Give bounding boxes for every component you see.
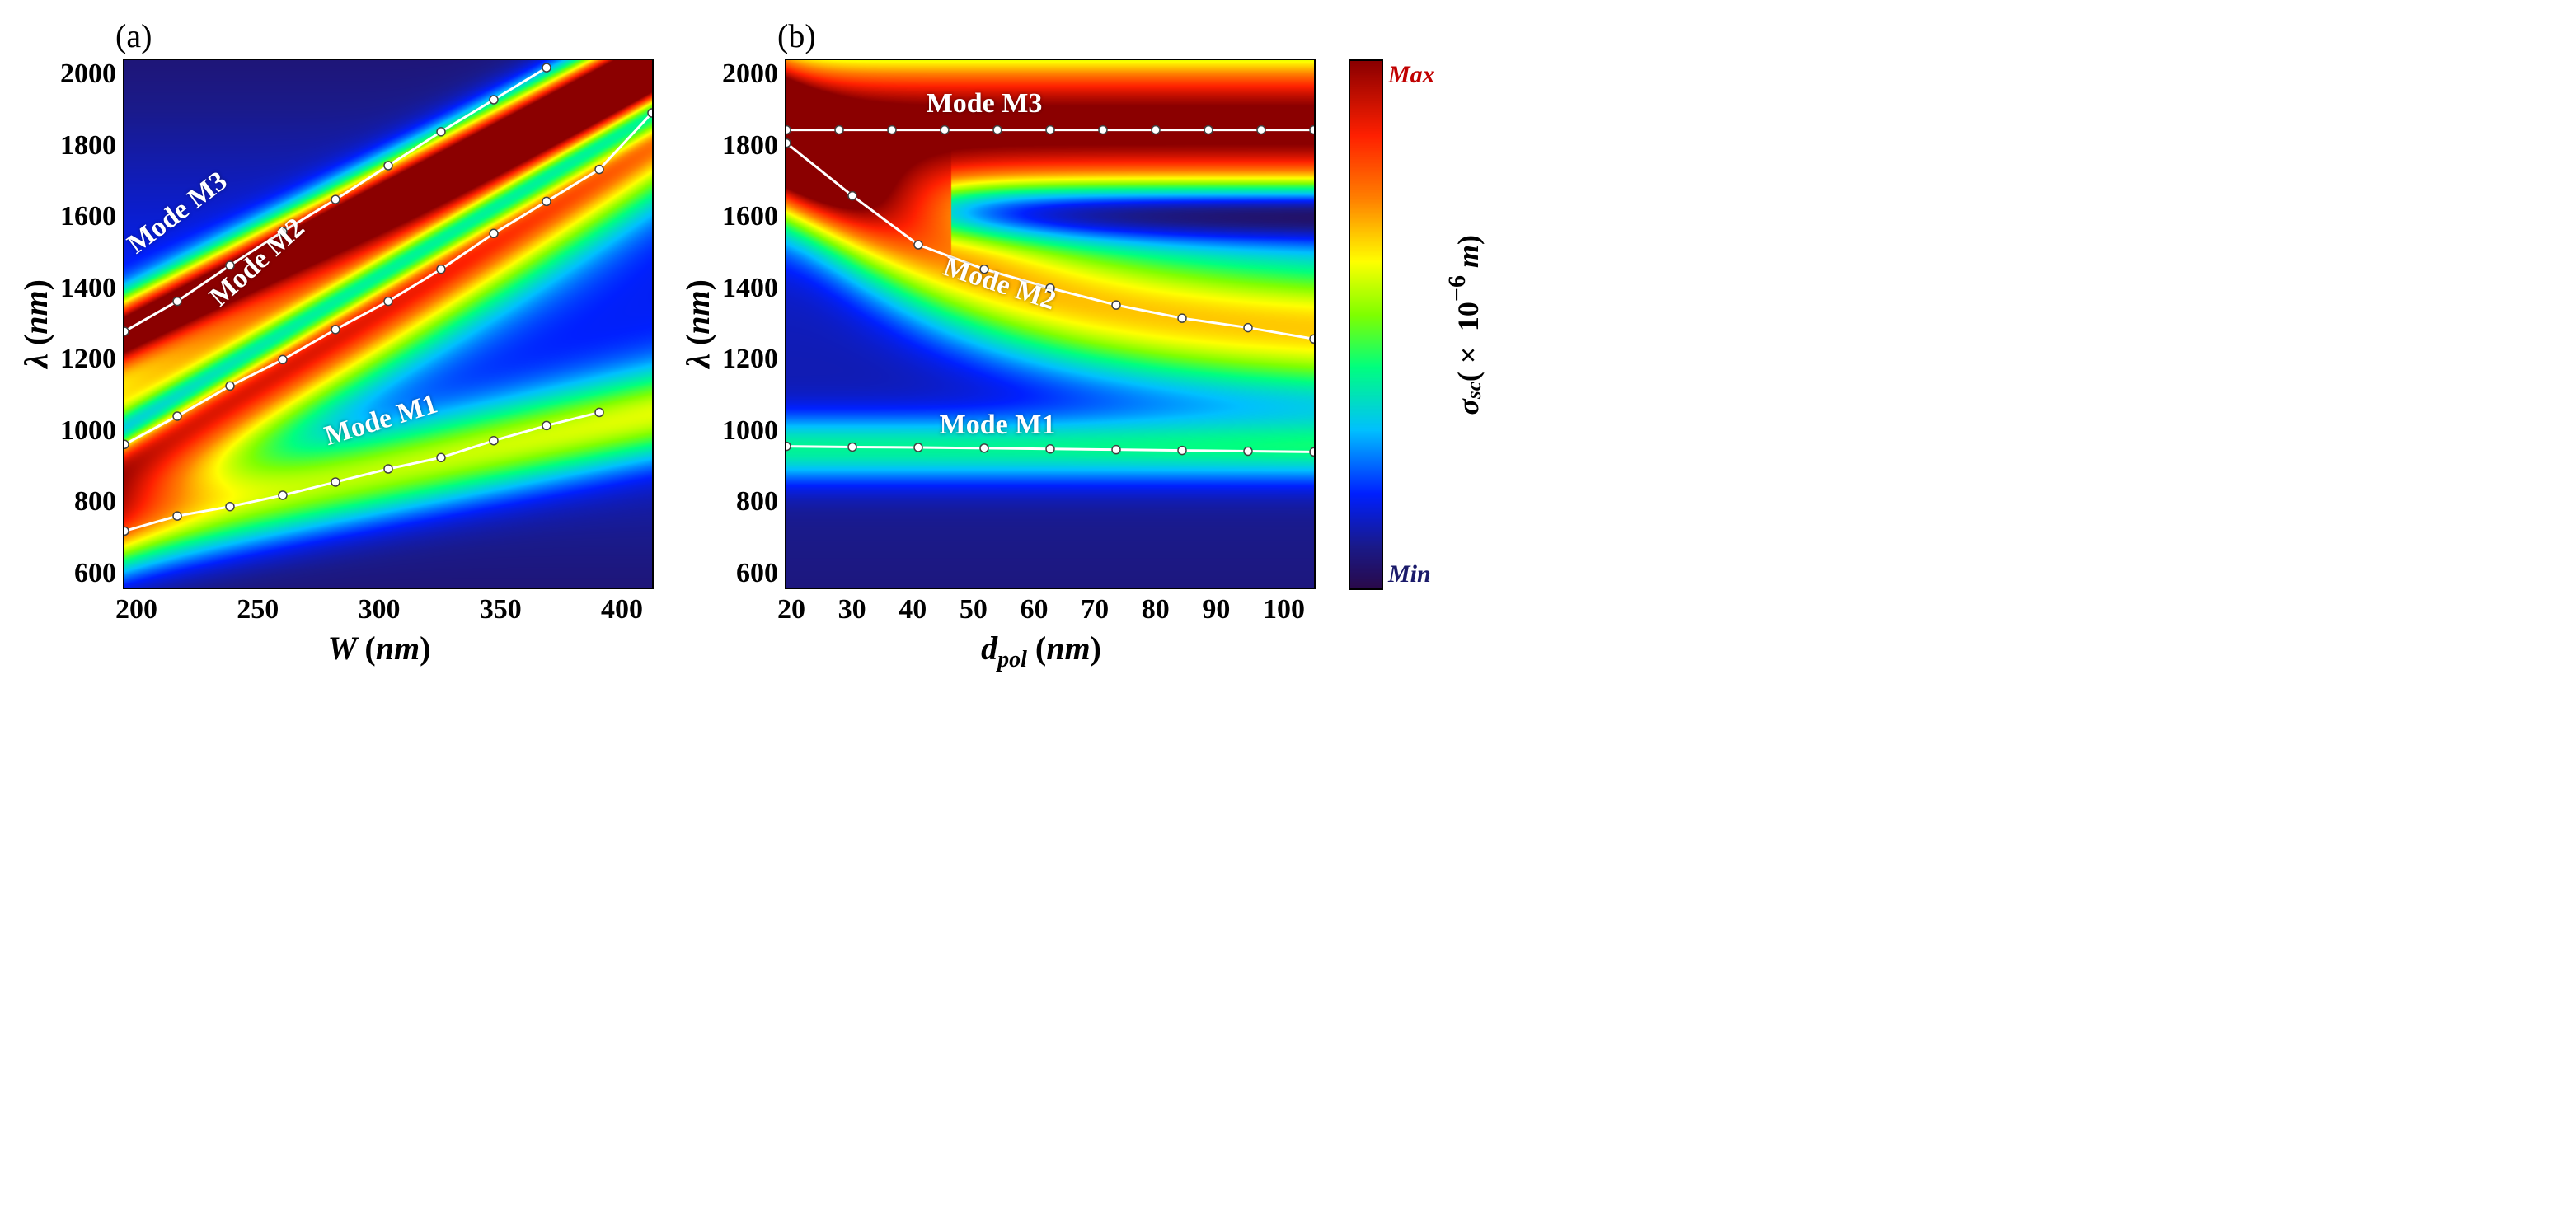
mode-marker <box>941 126 949 134</box>
mode-marker <box>1152 126 1160 134</box>
panel-b: (b)λ (nm)200018001600140012001000800600M… <box>678 16 1316 673</box>
colorbar-label: σsc(× 10−6 m) <box>1443 235 1486 415</box>
mode-marker <box>437 128 445 136</box>
x-axis-label: dpol (nm) <box>981 629 1101 673</box>
mode-label: Mode M3 <box>927 88 1043 119</box>
mode-marker <box>226 382 234 390</box>
colorbar-min-label: Min <box>1388 560 1435 588</box>
mode-marker <box>542 421 551 429</box>
mode-marker <box>384 162 392 170</box>
mode-marker <box>888 126 896 134</box>
mode-marker <box>786 126 791 134</box>
mode-marker <box>124 440 129 448</box>
mode-marker <box>331 478 340 486</box>
mode-marker <box>124 327 129 335</box>
mode-marker <box>173 412 181 420</box>
mode-marker <box>542 197 551 205</box>
mode-marker <box>490 229 498 237</box>
plot-area: Mode M3Mode M2Mode M1 <box>785 59 1316 589</box>
mode-marker <box>384 465 392 473</box>
mode-marker <box>980 444 988 452</box>
mode-marker <box>542 63 551 72</box>
x-axis-label: W (nm) <box>328 629 431 668</box>
panel-letter: (b) <box>777 16 816 55</box>
mode-marker <box>1099 126 1107 134</box>
mode-marker <box>279 355 287 363</box>
mode-marker <box>1178 447 1186 455</box>
mode-marker <box>490 437 498 445</box>
mode-marker <box>1310 126 1314 134</box>
mode-label: Mode M1 <box>940 410 1056 441</box>
mode-marker <box>835 126 843 134</box>
mode-marker <box>786 139 791 148</box>
mode-marker <box>1310 447 1314 456</box>
mode-marker <box>1257 126 1265 134</box>
mode-marker <box>437 453 445 461</box>
y-ticks: 200018001600140012001000800600 <box>60 60 116 588</box>
mode-marker <box>1310 335 1314 343</box>
colorbar: Max Min σsc(× 10−6 m) <box>1349 59 1486 590</box>
panel-letter: (a) <box>115 16 152 55</box>
mode-marker <box>786 443 791 451</box>
mode-marker <box>173 297 181 306</box>
y-axis-label: λ (nm) <box>16 279 55 368</box>
colorbar-max-label: Max <box>1388 61 1435 89</box>
y-axis-label: λ (nm) <box>678 279 717 368</box>
mode-marker <box>1178 314 1186 322</box>
mode-marker <box>914 443 922 452</box>
mode-marker <box>124 527 129 535</box>
mode-marker <box>490 96 498 104</box>
mode-marker <box>1046 445 1054 453</box>
mode-marker <box>848 443 856 451</box>
mode-marker <box>331 195 340 204</box>
mode-marker <box>279 491 287 499</box>
mode-marker <box>1244 324 1252 332</box>
mode-marker <box>1112 446 1120 454</box>
mode-marker <box>1204 126 1213 134</box>
mode-marker <box>595 166 603 174</box>
panel-a: (a) λ (nm)200018001600140012001000800600M… <box>16 16 654 668</box>
mode-marker <box>914 241 922 249</box>
mode-marker <box>648 109 652 117</box>
plot-area: Mode M3Mode M2Mode M1 <box>123 59 654 589</box>
figure-row: (a)λ (nm)200018001600140012001000800600M… <box>16 16 2560 673</box>
mode-marker <box>226 503 234 511</box>
y-ticks: 200018001600140012001000800600 <box>722 60 778 588</box>
mode-marker <box>993 126 1002 134</box>
mode-marker <box>1112 301 1120 309</box>
mode-marker <box>384 297 392 306</box>
mode-marker <box>595 408 603 416</box>
mode-marker <box>331 326 340 334</box>
mode-marker <box>1244 447 1252 456</box>
mode-marker <box>1046 126 1054 134</box>
mode-marker <box>173 512 181 520</box>
mode-marker <box>437 265 445 274</box>
mode-marker <box>848 192 856 200</box>
